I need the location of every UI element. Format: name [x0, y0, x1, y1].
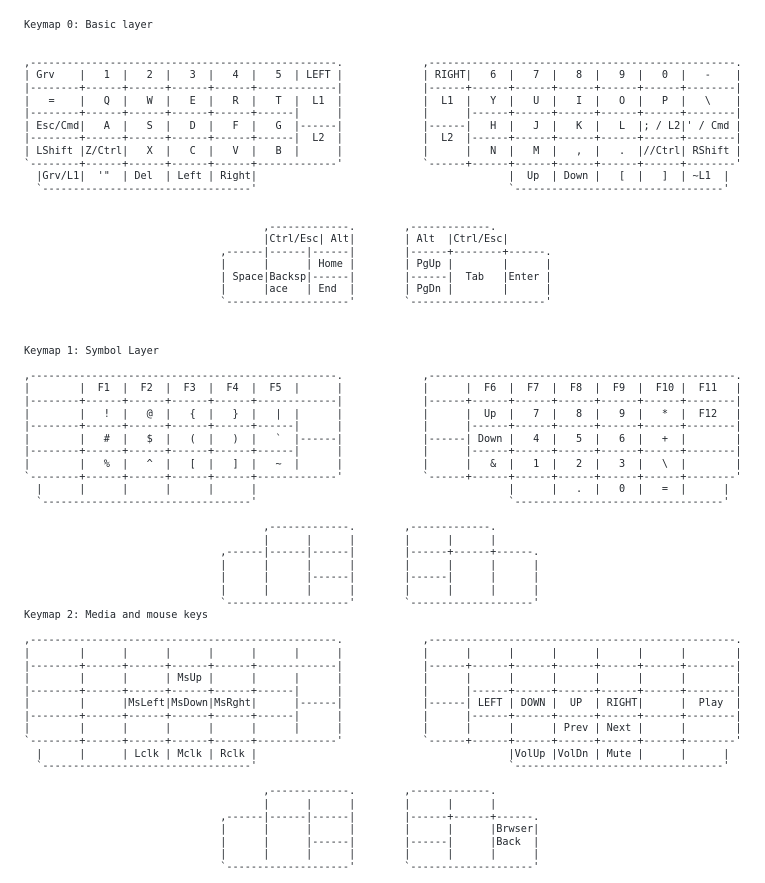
keymap-2-title: Keymap 2: Media and mouse keys	[24, 610, 209, 622]
keymap-0-ascii-art: ,---------------------------------------…	[24, 57, 742, 309]
keymap-2-ascii-art: ,---------------------------------------…	[24, 635, 742, 873]
keymap-1-title: Keymap 1: Symbol Layer	[24, 345, 159, 357]
keymap-1-ascii-art: ,---------------------------------------…	[24, 370, 742, 609]
keymap-0-section: Keymap 0: Basic layer ,-----------------…	[24, 20, 765, 310]
keymap-1-section: Keymap 1: Symbol Layer ,----------------…	[24, 346, 765, 610]
keymap-2-section: Keymap 2: Media and mouse keys ,--------…	[24, 610, 765, 874]
keymap-0-title: Keymap 0: Basic layer	[24, 20, 153, 31]
